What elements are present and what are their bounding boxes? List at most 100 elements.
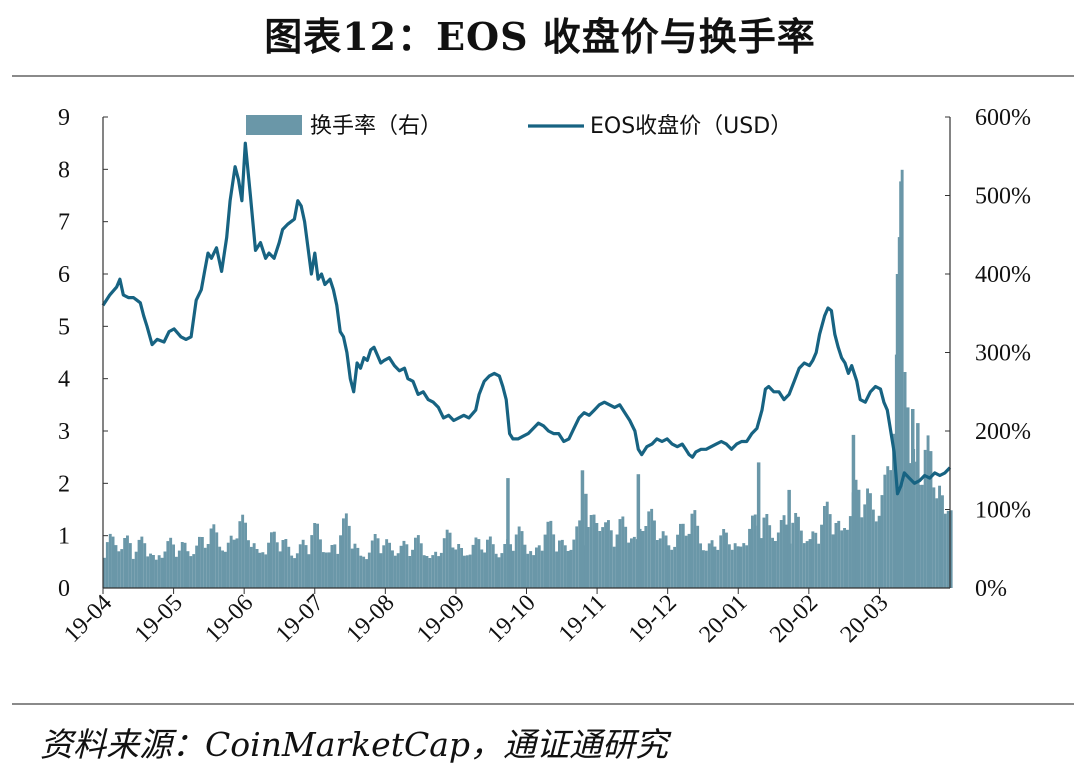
turnover-bar [595, 523, 599, 588]
turnover-bar [209, 528, 213, 588]
turnover-bar [730, 549, 734, 588]
turnover-bar [226, 542, 230, 588]
turnover-bar [434, 551, 438, 588]
turnover-bar [252, 543, 256, 588]
turnover-bar [396, 553, 400, 588]
x-tick-label: 19-12 [624, 590, 682, 648]
turnover-bar [488, 536, 492, 588]
turnover-bar [480, 549, 484, 588]
turnover-bar [186, 551, 190, 588]
turnover-bar [405, 544, 409, 588]
turnover-bar [249, 546, 253, 588]
left-tick-label: 9 [58, 105, 70, 131]
turnover-bar [883, 474, 887, 588]
turnover-bar [733, 543, 737, 588]
turnover-bar [152, 555, 155, 588]
turnover-bar [621, 516, 625, 588]
turnover-bar [874, 521, 878, 588]
turnover-bar [157, 555, 161, 588]
turnover-bar [860, 517, 864, 588]
turnover-bar [327, 552, 331, 588]
turnover-bar [460, 548, 463, 588]
turnover-bar [457, 544, 461, 588]
turnover-bar [333, 544, 337, 588]
turnover-bar [103, 557, 106, 588]
turnover-bar [604, 522, 607, 588]
x-tick-label: 19-07 [271, 590, 329, 648]
right-tick-label: 300% [975, 341, 1031, 367]
turnover-bar [676, 534, 679, 588]
turnover-bar [935, 498, 939, 588]
turnover-bar [258, 552, 262, 588]
turnover-bar [782, 515, 786, 588]
turnover-bar [503, 544, 507, 588]
left-tick-label: 6 [58, 262, 70, 288]
turnover-bar [805, 541, 809, 588]
turnover-bar [203, 547, 207, 588]
turnover-bar [347, 525, 351, 588]
turnover-bar [494, 553, 498, 588]
turnover-bar [428, 558, 432, 588]
turnover-bar [869, 493, 872, 588]
turnover-bar [448, 532, 452, 588]
turnover-bar [376, 538, 380, 588]
turnover-spike [851, 434, 856, 588]
turnover-bar [402, 540, 406, 588]
source-note: 资料来源：CoinMarketCap，通证通研究 [40, 725, 668, 764]
turnover-spikes [506, 181, 920, 589]
turnover-bar [281, 540, 285, 588]
right-tick-label: 200% [975, 419, 1031, 445]
turnover-bar [474, 537, 478, 588]
turnover-bar [751, 515, 754, 588]
turnover-bar [146, 556, 150, 588]
turnover-bar [923, 449, 927, 588]
turnover-bar [342, 518, 345, 588]
turnover-bar [445, 529, 449, 588]
turnover-bar [546, 521, 550, 588]
turnover-bar [612, 546, 616, 588]
turnover-bar [264, 554, 268, 588]
turnover-bar [500, 553, 504, 588]
turnover-bar [707, 543, 711, 588]
turnover-bar [684, 535, 688, 588]
turnover-bar [693, 510, 697, 588]
turnover-bar [609, 530, 613, 588]
turnover-bar [909, 463, 913, 588]
right-tick-label: 600% [975, 105, 1031, 131]
turnover-bar [232, 539, 236, 588]
turnover-bar [537, 545, 541, 588]
x-tick-label: 19-08 [342, 590, 400, 648]
turnover-bar [713, 546, 717, 588]
turnover-bar [511, 550, 515, 588]
turnover-bar [131, 558, 135, 588]
turnover-bar [664, 535, 668, 588]
turnover-bar [143, 543, 147, 588]
turnover-bar [200, 537, 204, 588]
turnover-bar [779, 520, 783, 588]
turnover-bar [854, 479, 858, 588]
turnover-bar [224, 551, 227, 588]
turnover-bar [373, 534, 377, 588]
turnover-bar [391, 550, 394, 588]
turnover-bar [180, 542, 184, 588]
legend-bar-swatch [246, 115, 302, 135]
chart-axes: 0 1 2 3 4 5 6 7 8 9 0% 100% 200% 300% 400% 500% 600% 19-0… [58, 105, 1031, 648]
turnover-bar [275, 542, 279, 588]
turnover-bar [120, 549, 124, 588]
turnover-bar [321, 552, 325, 588]
turnover-bar [946, 510, 950, 588]
turnover-spike [899, 181, 903, 588]
x-tick-label: 19-11 [554, 590, 611, 647]
turnover-bar [569, 549, 573, 588]
turnover-bar [313, 523, 317, 588]
turnover-bar [658, 538, 662, 588]
turnover-bar [463, 555, 466, 588]
turnover-bar [555, 551, 558, 588]
turnover-bar [160, 557, 164, 588]
x-tick-label: 20-03 [836, 590, 894, 648]
eos-price-line [101, 141, 952, 496]
turnover-bars [103, 169, 953, 589]
turnover-bar [137, 539, 141, 588]
turnover-bar [592, 514, 596, 588]
turnover-bar [719, 535, 723, 588]
